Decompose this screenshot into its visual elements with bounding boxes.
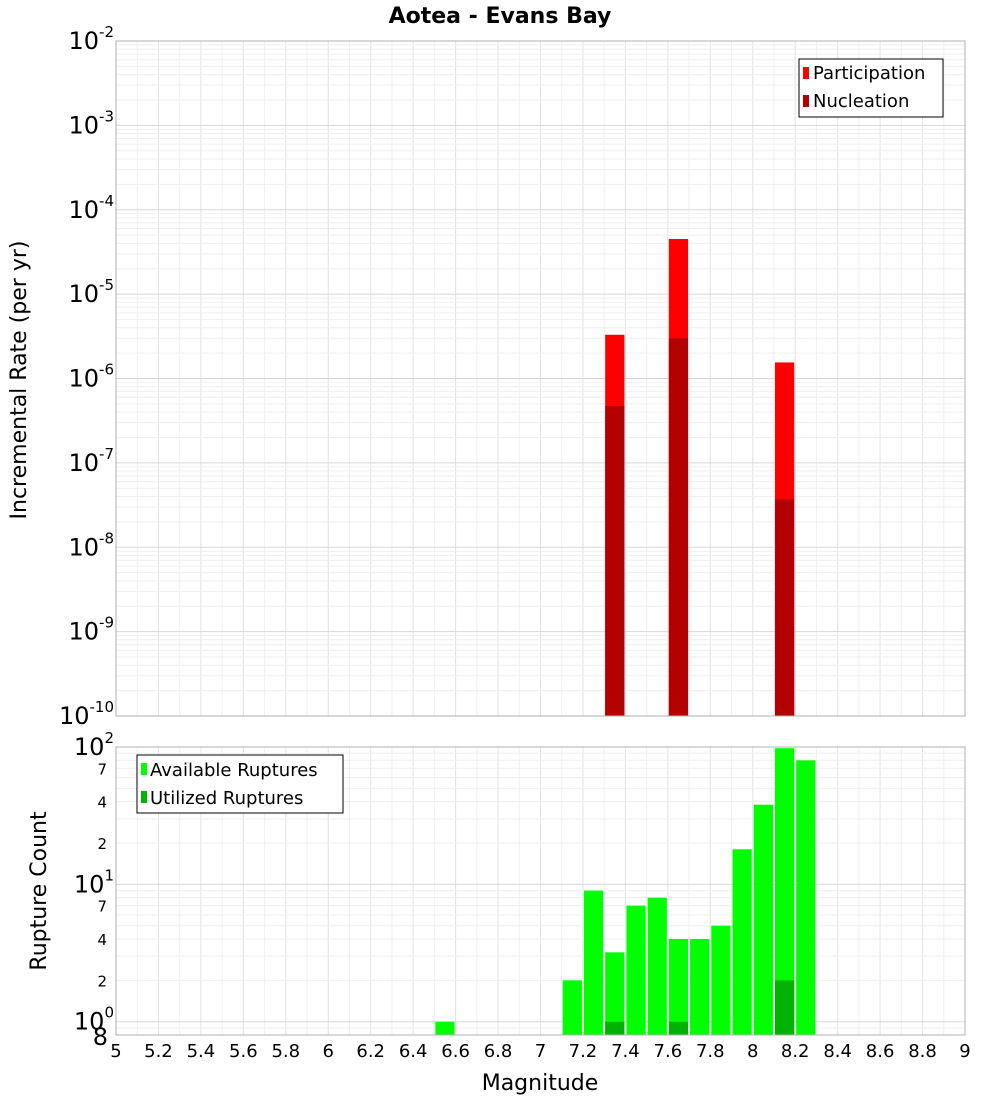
x-tick-label: 5: [110, 1041, 121, 1062]
x-tick-label: 5.2: [144, 1041, 173, 1062]
x-tick-label: 9: [959, 1041, 970, 1062]
bottom-y-minor-label: 7: [97, 898, 107, 916]
x-tick-label: 7.2: [569, 1041, 598, 1062]
top-legend-box: [798, 58, 944, 118]
top-plot-frame: [115, 40, 966, 717]
available-ruptures-bar: [626, 905, 646, 1035]
available-ruptures-bar: [796, 760, 816, 1035]
available-ruptures-bar: [711, 925, 731, 1035]
top-y-tick-label: 10-9: [68, 614, 114, 646]
available-ruptures-bar: [732, 849, 752, 1035]
x-tick-label: 5.4: [187, 1041, 216, 1062]
available-ruptures-bar: [435, 1021, 455, 1035]
top-legend: Participation Nucleation: [798, 58, 944, 118]
x-tick-label: 6: [323, 1041, 334, 1062]
bottom-plot-bars: [435, 748, 816, 1035]
x-tick-label: 8.6: [866, 1041, 895, 1062]
x-tick-label: 8: [747, 1041, 758, 1062]
available-ruptures-bar: [647, 897, 667, 1035]
chart-title: Aotea - Evans Bay: [389, 4, 612, 29]
bottom-y-minor-label: 7: [97, 760, 107, 778]
bottom-y-tick-label: 101: [74, 866, 114, 898]
legend-available-swatch: [141, 763, 147, 775]
top-y-tick-label: 10-8: [68, 529, 114, 561]
bottom-y-minor-label: 4: [97, 794, 107, 812]
x-tick-label: 7.8: [696, 1041, 725, 1062]
legend-utilized-swatch: [141, 791, 147, 803]
x-tick-label: 5.8: [271, 1041, 300, 1062]
bottom-y-tick-labels: 100 101 102 8 2 4 7 2 4 7: [74, 729, 114, 1051]
top-y-tick-label: 10-3: [68, 107, 114, 139]
bottom-y-minor-label: 8: [93, 1023, 108, 1051]
available-ruptures-bar: [562, 980, 582, 1035]
available-ruptures-bar: [605, 952, 625, 1035]
x-tick-labels: 5 5.2 5.4 5.6 5.8 6 6.2 6.4 6.6 6.8 7 7.2 7.4 7.6 7.8 8…: [110, 1041, 970, 1062]
nucleation-bar: [605, 406, 625, 716]
top-y-tick-label: 10-10: [59, 698, 114, 730]
top-plot-grid: [115, 40, 966, 717]
x-tick-label: 7.4: [611, 1041, 640, 1062]
top-y-tick-label: 10-5: [68, 276, 114, 308]
top-y-tick-label: 10-7: [68, 445, 114, 477]
utilized-ruptures-bar: [668, 1021, 689, 1035]
top-y-tick-label: 10-6: [68, 361, 114, 393]
top-y-tick-label: 10-2: [68, 23, 114, 55]
bottom-legend: Available Ruptures Utilized Ruptures: [136, 754, 344, 814]
legend-nucleation-label: Nucleation: [813, 91, 909, 112]
legend-available-label: Available Ruptures: [150, 760, 318, 781]
legend-participation-label: Participation: [813, 63, 925, 84]
bottom-y-minor-label: 4: [97, 931, 107, 949]
top-y-tick-label: 10-4: [68, 192, 114, 224]
x-tick-label: 6.4: [399, 1041, 428, 1062]
x-tick-label: 8.8: [908, 1041, 937, 1062]
x-tick-label: 6.8: [484, 1041, 513, 1062]
bottom-y-tick-label: 102: [74, 729, 114, 761]
bottom-y-minor-label: 2: [97, 972, 107, 990]
legend-utilized-label: Utilized Ruptures: [150, 788, 303, 809]
x-tick-label: 6.2: [356, 1041, 385, 1062]
legend-nucleation-swatch: [803, 95, 809, 107]
bottom-legend-box: [136, 754, 344, 814]
top-y-axis-label: Incremental Rate (per yr): [7, 241, 32, 520]
x-axis-label: Magnitude: [482, 1071, 599, 1096]
available-ruptures-bar: [753, 804, 773, 1035]
utilized-ruptures-bar: [605, 1021, 625, 1035]
x-tick-label: 8.2: [781, 1041, 810, 1062]
top-y-tick-labels: 10-10 10-9 10-8 10-7 10-6 10-5 10-4 10-3 10-2: [59, 23, 114, 730]
bottom-y-tick-label: 100: [74, 1004, 114, 1036]
bottom-y-axis-label: Rupture Count: [27, 811, 52, 971]
available-ruptures-bar: [583, 890, 604, 1035]
utilized-ruptures-bar: [774, 980, 795, 1035]
nucleation-bar: [774, 499, 795, 716]
bottom-plot-frame: [115, 746, 966, 1036]
top-plot-bars: [605, 239, 795, 716]
x-tick-label: 7: [535, 1041, 546, 1062]
available-ruptures-bar: [690, 939, 710, 1035]
available-ruptures-bar: [774, 748, 795, 1035]
legend-participation-swatch: [803, 67, 809, 79]
nucleation-bar: [668, 338, 689, 716]
x-tick-label: 7.6: [654, 1041, 683, 1062]
available-ruptures-bar: [668, 939, 689, 1035]
x-tick-label: 6.6: [441, 1041, 470, 1062]
bottom-y-minor-label: 2: [97, 835, 107, 853]
x-tick-label: 5.6: [229, 1041, 258, 1062]
x-tick-label: 8.4: [823, 1041, 852, 1062]
